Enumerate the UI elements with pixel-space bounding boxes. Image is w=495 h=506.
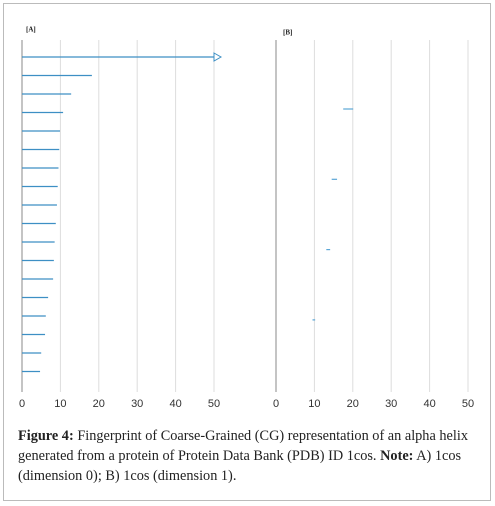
- caption-label: Figure 4:: [18, 428, 74, 444]
- caption: Figure 4: Fingerprint of Coarse-Grained …: [18, 426, 480, 486]
- x-tick-label: 30: [385, 398, 397, 410]
- x-tick-label: 10: [54, 398, 66, 410]
- figure-frame: [3, 3, 491, 501]
- chart: [A] 0 10 20 30 40 50 [B] 0 10 20 30 40 50: [19, 26, 474, 410]
- panel-label: [A]: [26, 26, 36, 34]
- x-tick-label: 20: [347, 398, 359, 410]
- x-tick-label: 50: [208, 398, 220, 410]
- caption-note-text: A) 1cos (dimension 0); B) 1cos (dimensio…: [18, 448, 462, 484]
- x-tick-label: 40: [169, 398, 181, 410]
- x-tick-label: 0: [273, 398, 279, 410]
- caption-text: Fingerprint of Coarse-Grained (CG) repre…: [18, 428, 468, 464]
- infinity-arrow: [213, 52, 223, 62]
- x-tick-label: 40: [423, 398, 435, 410]
- x-tick-label: 10: [308, 398, 320, 410]
- caption-note-label: Note:: [380, 448, 414, 464]
- x-tick-label: 0: [19, 398, 25, 410]
- x-tick-label: 30: [131, 398, 143, 410]
- x-tick-label: 20: [93, 398, 105, 410]
- panel-label: [B]: [283, 29, 292, 37]
- x-tick-label: 50: [462, 398, 474, 410]
